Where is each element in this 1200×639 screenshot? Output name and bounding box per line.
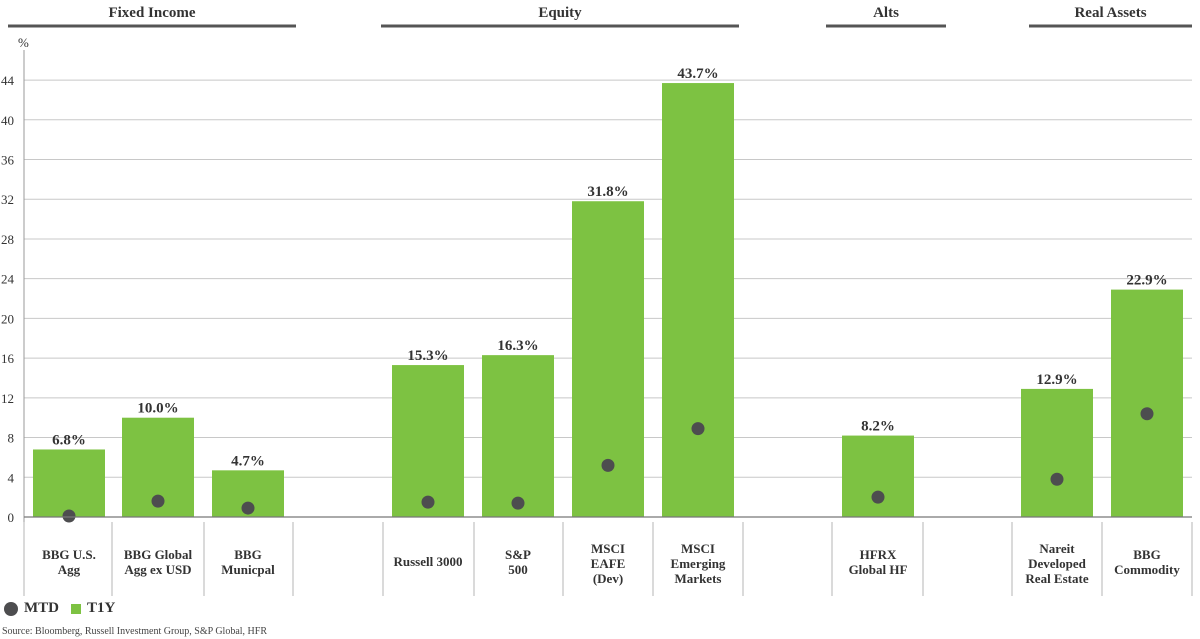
mtd-dot <box>421 495 435 509</box>
source-note: Source: Bloomberg, Russell Investment Gr… <box>2 626 267 637</box>
category-label: 500 <box>508 562 528 577</box>
bar <box>392 365 464 517</box>
mtd-dot <box>1050 472 1064 486</box>
category-label: MSCI <box>591 541 625 556</box>
group-header: Alts <box>873 5 899 21</box>
category-label: HFRX <box>860 547 897 562</box>
bar <box>33 449 105 517</box>
bar-value-label: 12.9% <box>1036 372 1077 388</box>
category-label: EAFE <box>591 556 626 571</box>
y-tick-label: 8 <box>8 431 15 446</box>
y-tick-label: 4 <box>8 470 15 485</box>
legend: MTD T1Y <box>4 600 115 617</box>
mtd-dot <box>1140 407 1154 421</box>
bar-value-label: 4.7% <box>231 453 265 469</box>
bar-value-label: 15.3% <box>407 348 448 364</box>
bar <box>1111 289 1183 517</box>
category-label: Agg <box>58 562 81 577</box>
t1y-legend-label: T1Y <box>87 600 116 616</box>
mtd-dot <box>241 501 255 515</box>
bar-value-label: 10.0% <box>137 401 178 417</box>
y-tick-label: 44 <box>1 73 15 88</box>
y-tick-label: 32 <box>1 192 14 207</box>
bar <box>842 435 914 517</box>
bar-value-label: 16.3% <box>497 338 538 354</box>
category-label: Emerging <box>671 556 726 571</box>
mtd-dot <box>691 422 705 436</box>
mtd-dot <box>151 494 165 508</box>
mtd-dot <box>511 496 525 510</box>
mtd-dot <box>62 509 76 523</box>
mtd-legend-label: MTD <box>24 600 59 616</box>
category-label: Russell 3000 <box>394 554 463 569</box>
y-tick-label: 40 <box>1 113 14 128</box>
bar-value-label: 6.8% <box>52 432 86 448</box>
category-label: BBG Global <box>124 547 193 562</box>
category-label: Markets <box>675 571 722 586</box>
mtd-dot <box>871 490 885 504</box>
group-header: Fixed Income <box>108 5 195 21</box>
category-label: BBG <box>234 547 261 562</box>
category-label: Commodity <box>1114 562 1180 577</box>
y-tick-label: 16 <box>1 351 15 366</box>
y-tick-label: 24 <box>1 272 15 287</box>
bar-value-label: 31.8% <box>587 184 628 200</box>
bar-value-label: 43.7% <box>677 66 718 82</box>
y-tick-label: 12 <box>1 391 14 406</box>
category-label: Municpal <box>221 562 275 577</box>
y-axis-unit: % <box>18 35 29 50</box>
bar-value-label: 8.2% <box>861 419 895 435</box>
t1y-legend-marker <box>71 603 81 614</box>
mtd-legend-marker <box>4 601 18 616</box>
category-label: (Dev) <box>593 571 623 586</box>
category-label: MSCI <box>681 541 715 556</box>
y-tick-label: 0 <box>8 510 15 525</box>
category-label: BBG <box>1133 547 1160 562</box>
mtd-dot <box>601 458 615 472</box>
category-label: Developed <box>1028 556 1087 571</box>
bar <box>1021 388 1093 517</box>
category-label: Real Estate <box>1025 571 1088 586</box>
bar <box>482 355 554 517</box>
group-header: Equity <box>538 5 582 21</box>
category-label: S&P <box>505 547 531 562</box>
category-label: Global HF <box>849 562 908 577</box>
category-label: BBG U.S. <box>42 547 96 562</box>
group-header: Real Assets <box>1074 5 1146 21</box>
bar <box>662 83 734 518</box>
y-tick-label: 20 <box>1 311 14 326</box>
bar-value-label: 22.9% <box>1126 273 1167 289</box>
y-tick-label: 28 <box>1 232 14 247</box>
category-label: Agg ex USD <box>124 562 191 577</box>
y-tick-label: 36 <box>1 153 15 168</box>
category-label: Nareit <box>1039 541 1075 556</box>
